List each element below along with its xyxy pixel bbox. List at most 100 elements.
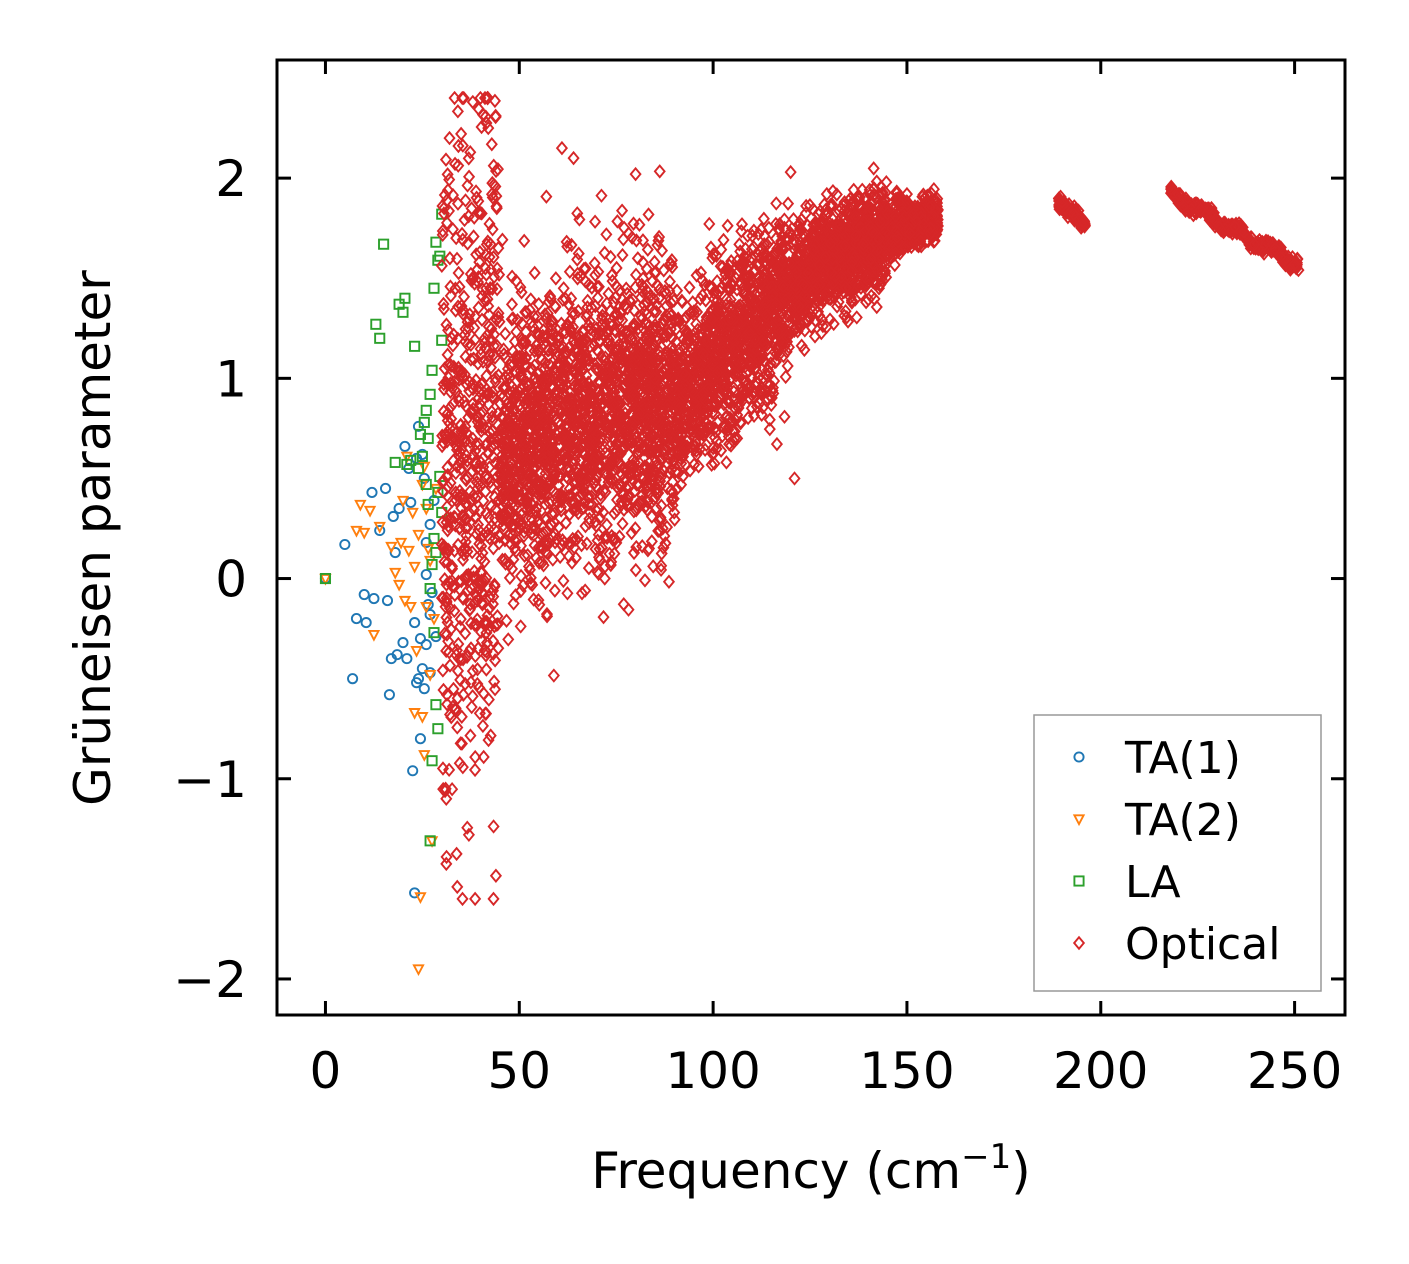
data-point [646,273,659,289]
data-point [778,338,791,354]
data-point [560,234,573,250]
data-point [775,233,788,249]
data-point [626,230,639,245]
data-point [452,158,465,173]
data-point [798,342,811,358]
data-point [745,241,759,257]
data-point [549,271,562,286]
data-point [566,305,579,321]
data-point [632,321,645,336]
data-point [440,687,453,702]
data-point [655,443,669,459]
data-point [503,426,516,441]
data-point [512,350,525,366]
data-point [454,461,468,477]
data-point [440,627,454,642]
data-point [373,521,386,534]
data-point [557,355,570,370]
data-point [505,297,519,312]
data-point [389,456,401,468]
data-point [632,454,645,470]
data-point [520,305,533,320]
data-point [476,451,490,466]
data-point [471,356,485,371]
data-point [557,374,571,389]
data-point [578,465,591,480]
data-point [448,579,461,594]
data-point [845,295,858,310]
data-point [579,261,592,276]
data-point [802,313,815,328]
data-point [524,570,537,586]
data-point [585,280,598,295]
data-point [471,676,484,692]
data-point [807,202,820,217]
data-point [643,467,656,482]
data-point [466,689,479,704]
data-point [577,445,591,460]
data-point [665,462,678,477]
data-point [397,637,409,649]
data-point [538,374,551,389]
data-point [451,720,464,735]
data-point [656,521,669,536]
data-point [638,573,652,588]
data-point [539,436,552,451]
data-point [793,308,806,323]
data-point [455,126,468,142]
data-point [755,381,768,396]
data-point [455,709,468,724]
data-point [446,338,459,353]
data-point [483,216,496,232]
data-point [502,385,515,400]
data-point [534,447,547,462]
data-point [657,263,670,278]
data-point [640,484,653,500]
data-point [527,454,540,469]
data-point [554,549,567,565]
data-point [524,443,537,458]
data-point [660,431,673,447]
data-point [532,296,545,312]
data-point [612,446,626,461]
data-point [761,256,774,272]
data-point [440,849,453,865]
data-point [544,473,557,488]
data-point [657,540,670,555]
data-point [452,138,465,154]
data-point [416,712,429,724]
data-point [593,541,606,557]
data-point [470,527,483,542]
data-point [633,406,646,421]
data-point [496,498,509,514]
data-point [778,309,792,325]
data-point [629,562,642,578]
data-point [757,321,770,337]
data-point [393,502,405,515]
data-point [556,533,569,548]
data-point [426,364,438,376]
data-point [566,443,579,458]
data-point [711,414,724,430]
data-point [440,791,453,806]
data-point [863,182,876,198]
data-point [489,179,502,194]
data-point [718,417,731,433]
data-point [492,240,505,256]
data-point [414,892,427,904]
data-point [689,438,702,453]
data-point [600,227,613,242]
data-point [440,541,453,557]
data-point [560,469,573,484]
data-point [432,723,444,735]
data-point [876,234,889,249]
data-point [655,558,668,573]
data-point [473,706,486,721]
data-point [448,156,462,172]
data-point [619,428,632,444]
data-point [700,437,713,453]
data-point [430,546,442,559]
data-point [802,308,815,324]
data-point [445,558,459,574]
data-point [449,281,462,296]
